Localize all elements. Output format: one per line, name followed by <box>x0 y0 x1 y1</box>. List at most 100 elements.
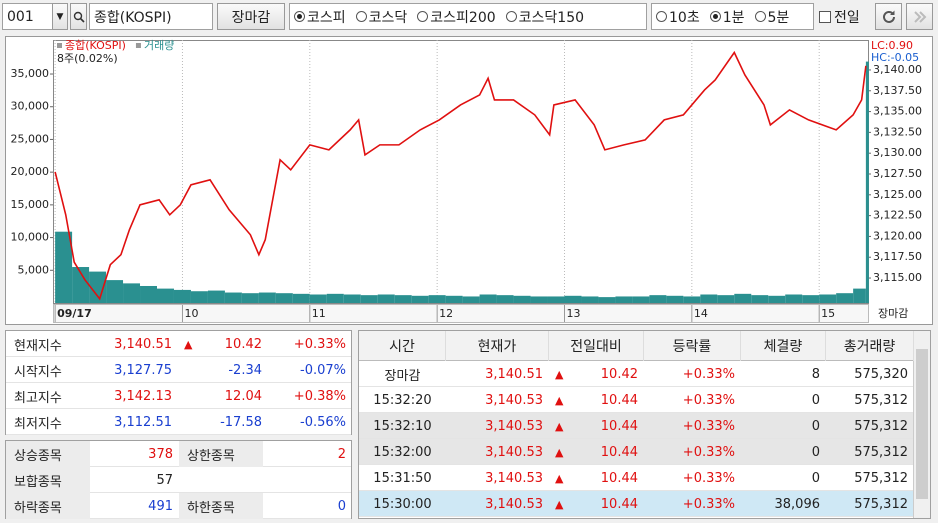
summary-value: 3,127.75 <box>114 362 172 378</box>
radio-label: 코스닥150 <box>518 9 585 26</box>
name-input[interactable]: 종합(KOSPI) <box>89 3 213 30</box>
trade-row[interactable]: 장마감 3,140.51 ▲ 10.42 +0.33% 8 575,320 <box>359 361 913 387</box>
y2-tick-label: 3,115.00 <box>873 271 922 284</box>
price: 3,140.53 <box>485 444 543 460</box>
prev-day-option[interactable]: 전일 <box>815 3 873 30</box>
radio <box>709 11 721 22</box>
breadth-label: 보합종목 <box>6 467 90 493</box>
code-dropdown[interactable]: ▼ <box>52 3 68 30</box>
column-header: 전일대비 <box>549 331 644 361</box>
breadth-label: 상한종목 <box>179 441 263 467</box>
volume-bar <box>751 295 769 303</box>
plot-area <box>53 40 869 304</box>
volume-bar <box>89 271 107 303</box>
y2-tick-label: 3,127.50 <box>873 167 922 180</box>
volume-bar <box>156 288 174 303</box>
radio-option[interactable]: 코스피200 <box>417 7 496 27</box>
close-label: 장마감 <box>231 9 271 26</box>
rate: +0.33% <box>682 496 735 512</box>
radio-option[interactable]: 코스닥 <box>355 7 407 27</box>
trade-row[interactable]: 15:30:00 3,140.53 ▲ 10.44 +0.33% 38,096 575,31… <box>359 491 913 517</box>
total-volume: 575,312 <box>854 392 908 408</box>
volume-bar <box>292 293 310 303</box>
y2-tick-label: 3,132.50 <box>873 125 922 138</box>
radio <box>754 11 766 22</box>
trade-row[interactable]: 15:32:10 3,140.53 ▲ 10.44 +0.33% 0 575,312 <box>359 413 913 439</box>
refresh-button[interactable] <box>875 3 902 30</box>
radio-label: 코스피200 <box>430 9 496 26</box>
market-breadth: 상승종목 378 상한종목 2 보합종목 57 하락종목 491 하한종목 0 <box>5 440 352 519</box>
volume-bar <box>734 293 752 303</box>
volume-bar <box>853 288 866 303</box>
price: 3,140.53 <box>485 470 543 486</box>
scrollbar[interactable] <box>913 331 930 518</box>
volume-bar <box>683 296 701 303</box>
up-arrow: ▲ <box>555 471 564 485</box>
header-row: 시간 현재가 전일대비 등락률 체결량 총거래량 <box>359 331 914 361</box>
volume-bar <box>462 296 480 303</box>
search-button[interactable] <box>70 3 87 30</box>
trade-row[interactable]: 15:31:50 3,140.53 ▲ 10.44 +0.33% 0 575,312 <box>359 465 913 491</box>
radio-option[interactable]: 코스피 <box>294 7 346 27</box>
volume-bar <box>513 295 531 303</box>
trade-row[interactable]: 15:32:20 3,140.53 ▲ 10.44 +0.33% 0 575,312 <box>359 387 913 413</box>
total-volume: 575,312 <box>854 418 908 434</box>
rate: +0.33% <box>682 444 735 460</box>
volume-bar <box>72 267 90 303</box>
volume-bar <box>140 285 157 303</box>
y-tick-label: 15,000 <box>11 198 50 211</box>
close-button[interactable]: 장마감 <box>217 3 285 30</box>
volume-bar <box>360 295 378 303</box>
radio-label: 1분 <box>722 9 745 26</box>
column-header: 총거래량 <box>826 331 914 361</box>
radio <box>417 11 429 22</box>
price-line <box>54 50 867 301</box>
breadth-value: 0 <box>337 498 346 514</box>
annotation: 8주(0.02%) <box>57 52 118 65</box>
x-end-label: 장마감 <box>878 307 908 320</box>
y-tick-label: 10,000 <box>11 231 50 244</box>
y-tick-label: 25,000 <box>11 132 50 145</box>
refresh-icon <box>882 10 895 23</box>
next-icon <box>913 10 926 23</box>
radio-option[interactable]: 1분 <box>709 7 745 27</box>
legend-label: 종합(KOSPI) <box>65 39 126 52</box>
volume-bar <box>343 294 361 303</box>
radio-label: 코스피 <box>307 9 346 26</box>
next-button[interactable] <box>906 3 933 30</box>
breadth-label: 상승종목 <box>6 441 90 467</box>
trade-row[interactable]: 15:32:00 3,140.53 ▲ 10.44 +0.33% 0 575,312 <box>359 439 913 465</box>
radio-option[interactable]: 5분 <box>754 7 790 27</box>
volume-bar <box>615 296 633 303</box>
volume-bar <box>598 297 616 303</box>
column-header: 등락률 <box>644 331 741 361</box>
index-name: 종합(KOSPI) <box>94 9 172 26</box>
price: 3,140.51 <box>485 366 543 382</box>
breadth-value: 491 <box>148 498 173 514</box>
scroll-thumb[interactable] <box>916 349 928 499</box>
rate: +0.33% <box>682 418 735 434</box>
total-volume: 575,312 <box>854 470 908 486</box>
radio <box>294 11 305 22</box>
breadth-value: 378 <box>148 446 173 462</box>
summary-value: 3,142.13 <box>114 388 172 404</box>
radio <box>355 11 367 22</box>
radio-label: 5분 <box>767 9 790 26</box>
checkbox <box>819 10 831 23</box>
y-tick-label: 30,000 <box>11 100 50 113</box>
volume: 0 <box>811 444 820 460</box>
time: 15:32:10 <box>373 418 432 434</box>
y2-tick-label: 3,140.00 <box>873 63 922 76</box>
volume: 0 <box>811 470 820 486</box>
breadth-value: 57 <box>156 472 173 488</box>
radio-option[interactable]: 10초 <box>656 7 700 27</box>
x-tick-label: 12 <box>439 307 453 320</box>
time: 15:30:00 <box>373 496 432 512</box>
volume-bar <box>190 291 208 303</box>
volume-bar <box>496 295 514 303</box>
volume-bar <box>785 294 803 303</box>
summary-label: 시작지수 <box>14 364 62 380</box>
radio-option[interactable]: 코스닥150 <box>505 7 585 27</box>
summary-row: 현재지수 3,140.51 ▲ 10.42 +0.33% <box>6 331 351 357</box>
